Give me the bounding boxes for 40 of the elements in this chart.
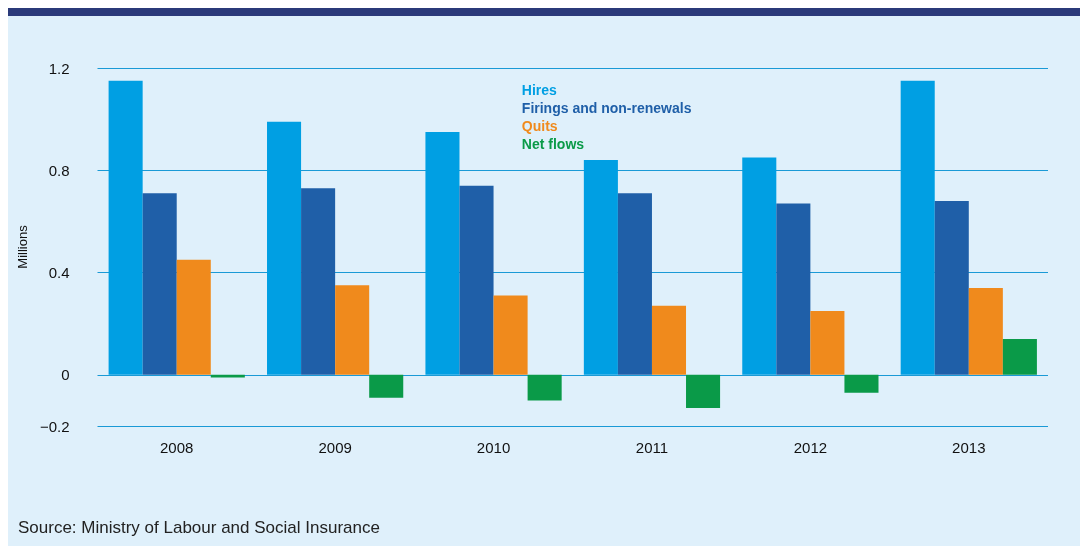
bar xyxy=(810,310,845,375)
bar xyxy=(742,157,777,375)
bar xyxy=(369,374,404,398)
bar xyxy=(176,259,211,375)
y-tick-label: 0.8 xyxy=(48,161,70,179)
y-tick-label: 0 xyxy=(61,366,70,384)
bar xyxy=(776,203,811,375)
bar xyxy=(1002,339,1037,375)
text: Quits xyxy=(521,118,558,134)
bar xyxy=(617,193,652,375)
y-axis-title: Millions xyxy=(15,224,30,269)
x-tick-label: 2009 xyxy=(318,439,352,456)
bar xyxy=(968,287,1003,375)
text: Net flows xyxy=(521,136,585,152)
source-note: Source: Ministry of Labour and Social Insurance xyxy=(18,518,380,538)
bar xyxy=(934,200,969,375)
bar xyxy=(493,295,528,375)
bar xyxy=(459,185,494,375)
bar xyxy=(425,131,460,375)
bar xyxy=(267,121,302,375)
bar xyxy=(142,193,177,375)
bar xyxy=(651,305,687,375)
bar xyxy=(900,80,935,375)
bar xyxy=(301,188,336,375)
bar xyxy=(844,374,879,393)
bar xyxy=(108,80,143,375)
bar xyxy=(527,374,562,401)
x-tick-label: 2010 xyxy=(476,439,511,456)
y-tick-label: −0.2 xyxy=(39,417,70,435)
x-tick-label: 2008 xyxy=(160,439,194,456)
y-tick-label: 0.4 xyxy=(48,264,70,282)
x-tick-label: 2013 xyxy=(952,439,986,456)
y-tick-label: 1.2 xyxy=(48,59,70,77)
bar xyxy=(583,160,618,375)
bar xyxy=(335,285,370,375)
text: Hires xyxy=(521,82,558,98)
x-tick-label: 2011 xyxy=(635,439,669,456)
x-tick-label: 2012 xyxy=(793,439,828,456)
bar xyxy=(686,374,721,409)
text: Firings and non-renewals xyxy=(521,100,692,116)
